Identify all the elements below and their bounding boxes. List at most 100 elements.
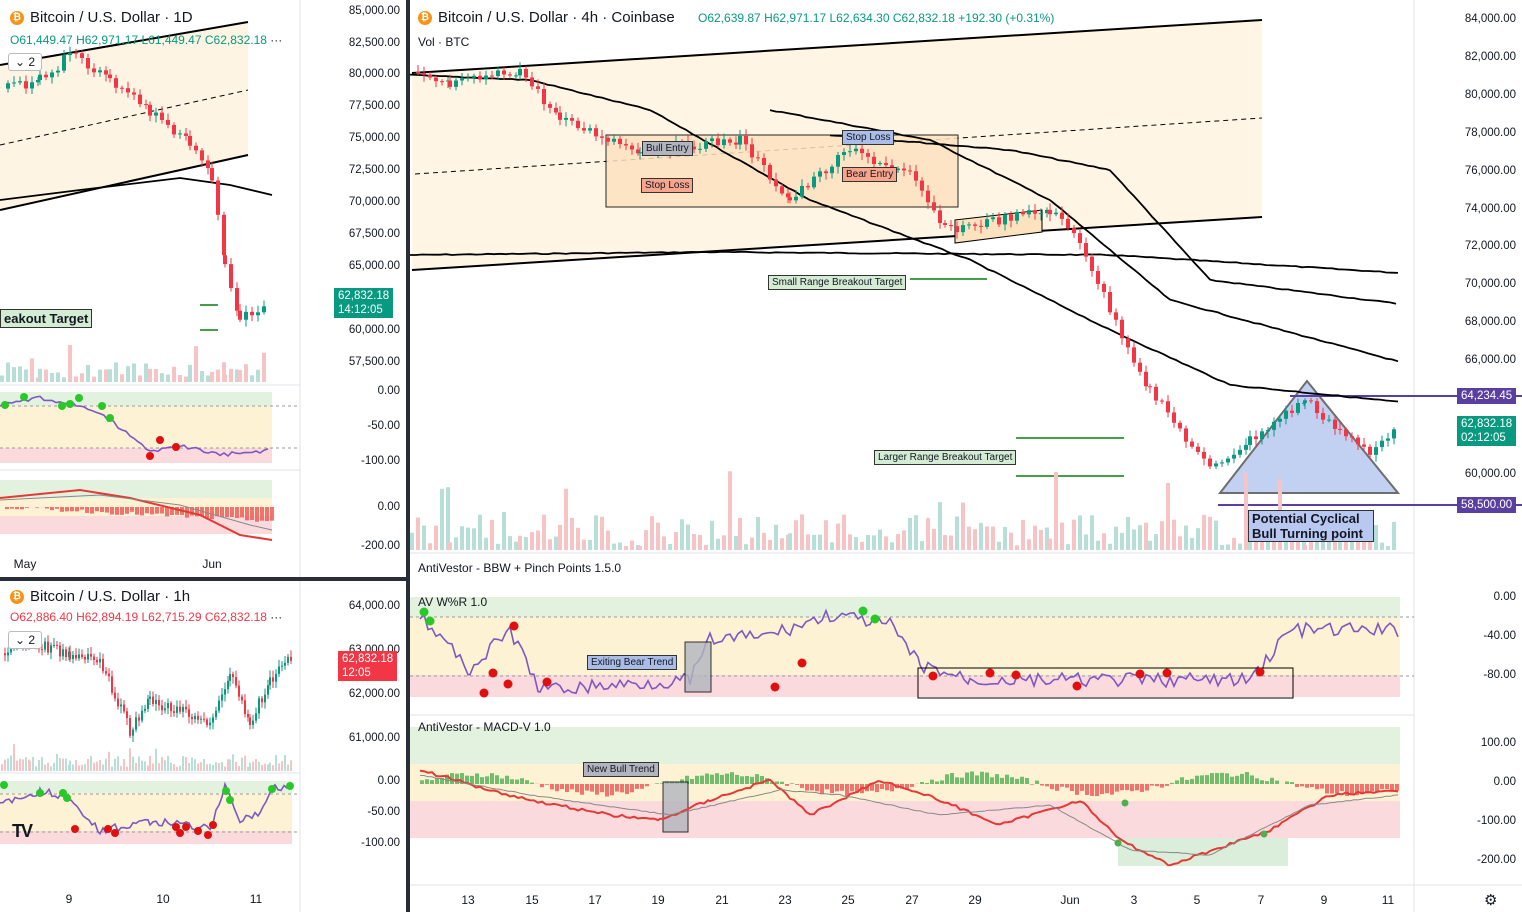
daily-wr-tick: -50.00 xyxy=(367,420,400,432)
macd-histogram-bar xyxy=(245,507,249,521)
daily-chart-canvas[interactable] xyxy=(0,0,406,577)
channel-mid xyxy=(0,89,249,146)
candle-body xyxy=(120,704,122,707)
macd-histogram-bar xyxy=(1170,782,1174,784)
candle-body xyxy=(774,179,778,187)
main-ohlc: O62,639.87 H62,971.17 L62,634.30 C62,832… xyxy=(698,11,1054,25)
signal-line xyxy=(0,494,273,531)
volume-bar xyxy=(120,374,124,382)
bull-entry-note[interactable]: Bull Entry xyxy=(642,141,693,156)
macd-histogram-bar xyxy=(1355,784,1359,796)
macd-histogram-bar xyxy=(1235,775,1239,784)
gear-icon[interactable]: ⚙ xyxy=(1484,892,1498,909)
tradingview-logo-icon[interactable]: TV xyxy=(12,821,33,841)
macd-histogram-bar xyxy=(110,507,114,515)
bbw-indicator-label[interactable]: AntiVestor - BBW + Pinch Points 1.5.0 xyxy=(418,561,622,575)
volume-bar xyxy=(262,352,266,382)
macd-histogram-bar xyxy=(900,784,904,789)
volume-bar xyxy=(1120,532,1124,550)
macd-histogram-bar xyxy=(1185,779,1189,784)
macd-histogram-bar xyxy=(1300,784,1304,787)
volume-bar xyxy=(1066,544,1070,550)
hourly-price-value: 62,832.18 xyxy=(342,653,394,665)
main-x-tick: 9 xyxy=(1320,893,1328,907)
stop-loss-note[interactable]: Stop Loss xyxy=(842,130,895,145)
macd-histogram-bar xyxy=(1210,773,1214,784)
wr-red-dot xyxy=(176,829,184,837)
btc-icon: ₿ xyxy=(418,10,432,25)
channel-bottom-line xyxy=(411,216,1263,271)
macd-histogram-bar xyxy=(950,773,954,784)
turning-point-note[interactable]: Potential Cyclical Bull Turning point xyxy=(1248,510,1374,542)
small-range-target-note[interactable]: Small Range Breakout Target xyxy=(768,275,907,290)
macd-histogram-bar xyxy=(1080,784,1084,791)
main-price-axis[interactable]: 84,000.00 82,000.00 80,000.00 78,000.00 … xyxy=(1414,0,1522,912)
volume-bar xyxy=(84,764,86,771)
volume-bar xyxy=(926,518,930,550)
candle-body xyxy=(1126,338,1130,348)
candle-body xyxy=(1214,463,1218,467)
new-bull-note[interactable]: New Bull Trend xyxy=(583,762,659,777)
pane-splitter-horizontal[interactable] xyxy=(0,577,406,581)
macd-histogram-bar xyxy=(75,507,79,512)
candle-body xyxy=(36,80,40,83)
stop-loss-note[interactable]: Stop Loss xyxy=(641,178,694,193)
main-x-tick: 29 xyxy=(968,893,982,907)
candle-body xyxy=(30,82,34,89)
volume-bar xyxy=(197,763,199,771)
macd-histogram-bar xyxy=(195,507,199,517)
candle-body xyxy=(218,700,220,711)
candle-body xyxy=(872,156,876,165)
macd-histogram-bar xyxy=(1075,784,1079,795)
candle-body xyxy=(249,717,251,725)
wr-red-dot xyxy=(509,621,519,631)
pane-splitter-vertical[interactable] xyxy=(406,0,410,912)
volume-bar xyxy=(884,536,888,550)
macd-histogram-bar xyxy=(715,773,719,784)
candle-body xyxy=(135,717,137,730)
wr-red-dot xyxy=(182,823,190,831)
volume-bar xyxy=(50,766,52,771)
wr-red-dot xyxy=(1162,668,1172,678)
bear-entry-note[interactable]: Bear Entry xyxy=(842,167,898,182)
chart-pane-daily[interactable]: ₿ Bitcoin / U.S. Dollar · 1D O61,449.47 … xyxy=(0,0,406,577)
macd-histogram-bar xyxy=(820,784,824,795)
volume-bar xyxy=(247,766,249,771)
macd-histogram-bar xyxy=(90,507,94,514)
volume-bar xyxy=(7,758,9,771)
macd-indicator-label[interactable]: AntiVestor - MACD-V 1.0 xyxy=(418,720,551,734)
daily-price-axis[interactable]: 85,000.00 82,500.00 80,000.00 77,500.00 … xyxy=(300,0,406,577)
volume-bar xyxy=(38,368,42,382)
chart-pane-4h[interactable]: ₿ Bitcoin / U.S. Dollar · 4h · Coinbase … xyxy=(410,0,1522,912)
larger-range-target-note[interactable]: Larger Range Breakout Target xyxy=(874,450,1017,465)
wr-green-dot xyxy=(222,787,230,795)
candle-body xyxy=(636,149,640,154)
volume-bar xyxy=(87,759,89,771)
macd-histogram-bar xyxy=(540,784,544,788)
hourly-more-menu[interactable]: ··· xyxy=(270,610,283,624)
daily-more-menu[interactable]: ··· xyxy=(270,33,283,47)
candle-body xyxy=(147,698,149,709)
volume-bar xyxy=(1148,540,1152,550)
wr-green-dot xyxy=(870,614,880,624)
candle-body xyxy=(111,676,113,693)
candle-body xyxy=(1096,270,1100,284)
wr-indicator-label[interactable]: AV W%R 1.0 xyxy=(418,595,488,609)
volume-bar xyxy=(86,364,90,382)
volume-label[interactable]: Vol · BTC xyxy=(418,35,470,49)
macd-histogram-bar xyxy=(140,507,144,516)
exiting-bear-note[interactable]: Exiting Bear Trend xyxy=(587,655,678,670)
daily-breakout-target-note[interactable]: eakout Target xyxy=(0,309,93,328)
volume-bar xyxy=(19,758,21,771)
hourly-price-axis[interactable]: 64,000.00 63,000.00 62,000.00 61,000.00 … xyxy=(300,581,406,912)
chart-pane-hourly[interactable]: ₿ Bitcoin / U.S. Dollar · 1h O62,886.40 … xyxy=(0,581,406,912)
hourly-indicator-collapse[interactable]: ⌄ 2 xyxy=(8,631,43,649)
level-high-tag: 64,234.45 xyxy=(1457,388,1517,404)
volume-bar xyxy=(209,763,211,771)
volume-bar xyxy=(272,765,274,771)
macd-histogram-bar xyxy=(920,781,924,784)
candle-body xyxy=(866,153,870,157)
daily-indicator-collapse[interactable]: ⌄ 2 xyxy=(8,53,43,71)
candle-body xyxy=(1045,209,1049,214)
main-chart-canvas[interactable] xyxy=(410,0,1522,912)
